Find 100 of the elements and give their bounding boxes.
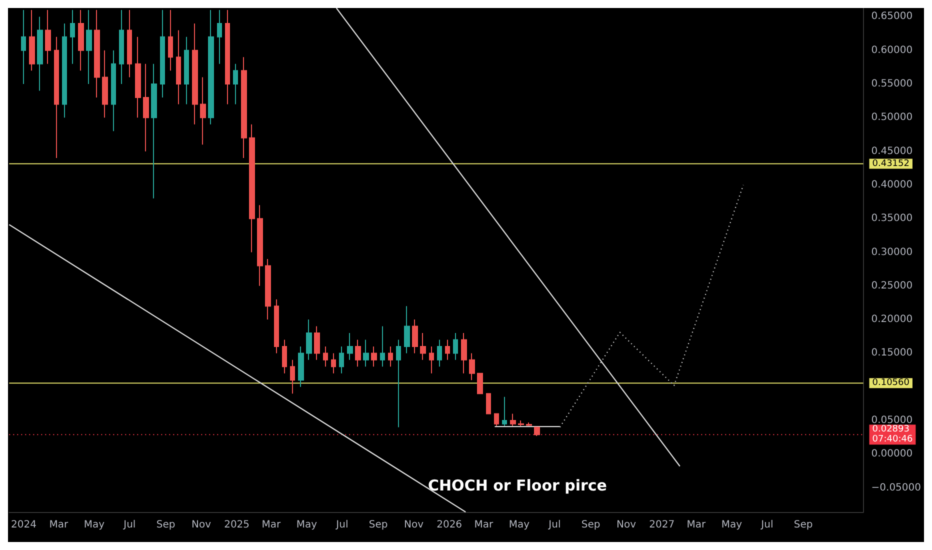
candlestick [94, 10, 100, 98]
candlestick [200, 76, 206, 146]
x-tick-label: Mar [686, 520, 706, 530]
x-tick-label: Sep [794, 520, 813, 530]
y-tick-label: 0.30000 [871, 246, 913, 258]
x-tick-label: May [508, 520, 530, 530]
candlestick [306, 319, 312, 360]
x-tick-label: Nov [192, 520, 212, 530]
y-tick-label: 0.15000 [871, 348, 913, 359]
candlestick [143, 63, 149, 152]
x-tick-label: 2024 [10, 520, 36, 530]
candlestick [371, 346, 377, 368]
y-tick-label: 0.65000 [871, 11, 913, 22]
candlestick [469, 352, 475, 381]
candlestick [518, 420, 524, 426]
candlestick [502, 396, 507, 426]
y-tick-label: 0.00000 [871, 448, 913, 460]
x-tick-label: Nov [616, 520, 636, 530]
ref-line-label: 0.02893 07:40:46 [872, 424, 913, 445]
candlestick [380, 326, 385, 368]
candlestick [437, 339, 442, 368]
y-tick-label: 0.60000 [871, 44, 913, 56]
candlestick [323, 346, 328, 368]
x-tick-label: 2025 [224, 520, 250, 530]
annotation: CHOCH or Floor pirce [428, 476, 607, 494]
y-tick-label: 0.35000 [871, 213, 913, 224]
ref-line-label: 0.10560 [872, 378, 910, 388]
y-tick-label: 0.55000 [871, 78, 913, 90]
candlestick [249, 124, 255, 253]
y-tick-label: 0.50000 [871, 112, 913, 124]
candlestick [127, 10, 132, 78]
candlestick [86, 10, 92, 85]
x-tick-label: May [721, 520, 742, 530]
x-tick-label: Sep [156, 520, 176, 530]
candlestick [298, 346, 304, 388]
candlestick [274, 298, 279, 354]
candlestick [445, 339, 450, 360]
candlestick [453, 332, 458, 360]
candlestick [486, 393, 491, 414]
candlestick [176, 30, 181, 105]
x-tick-label: May [296, 520, 318, 530]
y-tick-label: −0.05000 [871, 482, 922, 494]
y-tick-label: 0.40000 [871, 179, 913, 190]
candlestick [420, 332, 426, 360]
x-tick-label: 2026 [436, 520, 462, 530]
candlestick [494, 413, 499, 426]
candlestick [526, 422, 532, 426]
candlestick [217, 10, 222, 64]
candlestick [339, 346, 344, 374]
candlestick [45, 10, 51, 64]
candlestick [404, 306, 410, 354]
candlestick [208, 10, 214, 125]
candlestick [135, 36, 141, 118]
y-tick-label: 0.25000 [871, 280, 913, 292]
x-tick-label: May [84, 520, 105, 530]
candlestick [62, 22, 67, 118]
candlestick [168, 10, 173, 72]
candlestick [241, 56, 247, 159]
y-tick-label: 0.05000 [871, 414, 913, 426]
x-tick-label: Mar [49, 520, 69, 530]
candlestick [265, 258, 271, 320]
candlestick [477, 372, 483, 394]
candlestick [290, 359, 295, 394]
candlestick [184, 36, 189, 105]
candlestick [160, 10, 165, 98]
candlestick [257, 204, 263, 286]
x-tick-label: Sep [581, 520, 600, 530]
candlestick [54, 36, 59, 159]
candlestick [396, 339, 401, 428]
candlestick [192, 22, 198, 125]
candlestick [37, 16, 43, 92]
candlestick [233, 63, 238, 105]
x-tick-label: Nov [404, 520, 424, 530]
candlestick [355, 339, 361, 368]
candlestick [534, 426, 540, 436]
x-tick-label: Jul [335, 520, 348, 530]
candlestick [388, 346, 393, 368]
candlestick [363, 339, 369, 368]
y-tick-label: 0.45000 [871, 146, 913, 157]
candlestick [461, 332, 467, 374]
x-tick-label: Mar [474, 520, 494, 530]
candlestick [225, 10, 230, 105]
candlestick [21, 10, 26, 85]
candlestick [510, 413, 516, 426]
candlestick [70, 10, 75, 64]
candlestick [111, 50, 116, 132]
x-tick-label: Mar [262, 520, 282, 530]
y-tick-label: 0.20000 [871, 314, 913, 326]
candlestick [347, 332, 353, 360]
ref-line-label: 0.43152 [872, 158, 910, 169]
candlestick [331, 352, 336, 374]
line-series [559, 184, 744, 428]
x-tick-label: Sep [368, 520, 388, 530]
x-tick-label: Jul [760, 520, 774, 530]
x-tick-label: Jul [548, 520, 561, 530]
candlestick [412, 319, 418, 354]
candlestick [102, 50, 108, 118]
candlestick [429, 346, 434, 374]
candlestick [119, 10, 124, 85]
candlestick [314, 326, 320, 360]
